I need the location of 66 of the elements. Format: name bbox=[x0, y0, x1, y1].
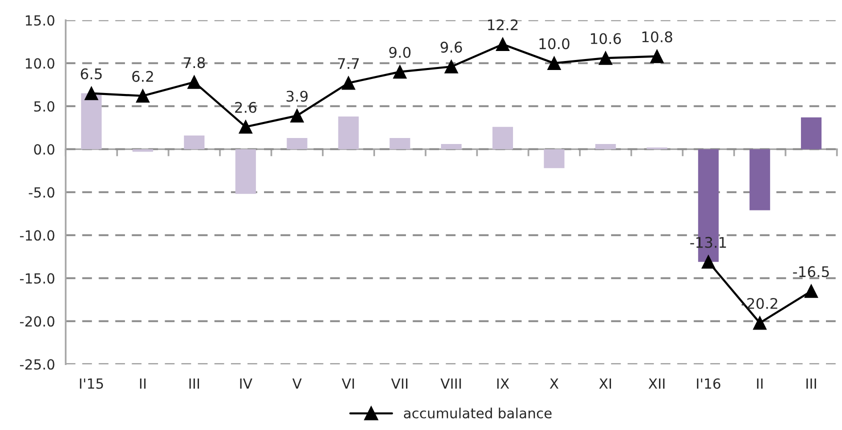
data-label: -16.5 bbox=[793, 266, 829, 278]
y-tick-label: -20.0 bbox=[20, 316, 54, 327]
bar bbox=[81, 93, 102, 150]
point bbox=[342, 76, 356, 90]
data-label: 10.8 bbox=[642, 31, 672, 42]
point bbox=[496, 38, 510, 52]
data-label: 3.9 bbox=[286, 90, 308, 102]
point bbox=[238, 120, 252, 134]
bar bbox=[800, 117, 822, 150]
bar bbox=[750, 149, 770, 210]
point bbox=[84, 86, 98, 100]
bar bbox=[544, 149, 564, 168]
x-tick-label: IV bbox=[240, 378, 252, 389]
data-label: 12.2 bbox=[488, 19, 518, 30]
point bbox=[393, 65, 407, 79]
x-tick-label: III bbox=[806, 378, 816, 389]
x-tick-label: I'16 bbox=[696, 378, 720, 389]
point bbox=[444, 60, 458, 74]
data-label: 7.8 bbox=[184, 57, 205, 68]
data-label: 10.0 bbox=[540, 38, 570, 50]
point bbox=[187, 75, 201, 89]
bar bbox=[132, 149, 154, 152]
x-tick-label: VIII bbox=[440, 378, 461, 389]
point bbox=[598, 51, 612, 65]
x-tick-label: V bbox=[292, 378, 302, 389]
x-tick-label: II bbox=[757, 378, 763, 389]
data-label: 2.6 bbox=[235, 102, 256, 113]
bar bbox=[595, 144, 616, 150]
data-label: 7.7 bbox=[338, 58, 359, 69]
x-tick-label: XI bbox=[599, 378, 612, 389]
x-tick-label: VII bbox=[391, 378, 408, 389]
x-tick-label: II bbox=[140, 378, 146, 389]
y-tick-label: 0.0 bbox=[34, 144, 54, 155]
x-tick-label: X bbox=[550, 378, 558, 389]
x-tick-label: III bbox=[189, 378, 199, 389]
x-tick-label: VI bbox=[342, 378, 354, 389]
bar bbox=[441, 144, 462, 150]
legend-label: accumulated balance bbox=[404, 408, 552, 418]
y-tick-label: -5.0 bbox=[28, 187, 54, 198]
point bbox=[136, 89, 150, 103]
x-tick-label: XII bbox=[648, 378, 664, 389]
y-tick-label: -25.0 bbox=[20, 359, 54, 370]
point bbox=[702, 255, 716, 269]
bar bbox=[286, 138, 308, 150]
x-tick-label: IX bbox=[497, 378, 510, 389]
x-tick-label: I'15 bbox=[80, 378, 103, 389]
bar bbox=[235, 149, 256, 194]
point bbox=[753, 316, 767, 330]
y-tick-label: 5.0 bbox=[34, 101, 54, 112]
point bbox=[804, 284, 818, 298]
bar bbox=[184, 135, 205, 150]
data-label: 6.5 bbox=[80, 68, 102, 80]
data-label: 6.2 bbox=[132, 70, 153, 82]
point bbox=[650, 50, 664, 64]
data-label: 9.6 bbox=[440, 42, 462, 53]
y-tick-label: -15.0 bbox=[20, 273, 54, 284]
point bbox=[547, 56, 561, 70]
data-label: 9.0 bbox=[389, 46, 411, 58]
y-tick-label: -10.0 bbox=[20, 230, 54, 241]
point bbox=[290, 108, 304, 122]
data-label: 10.6 bbox=[590, 33, 621, 44]
y-tick-label: 15.0 bbox=[26, 15, 54, 26]
bar bbox=[390, 138, 410, 150]
bar bbox=[492, 126, 514, 150]
y-tick-label: 10.0 bbox=[26, 58, 54, 69]
bar bbox=[338, 116, 359, 150]
